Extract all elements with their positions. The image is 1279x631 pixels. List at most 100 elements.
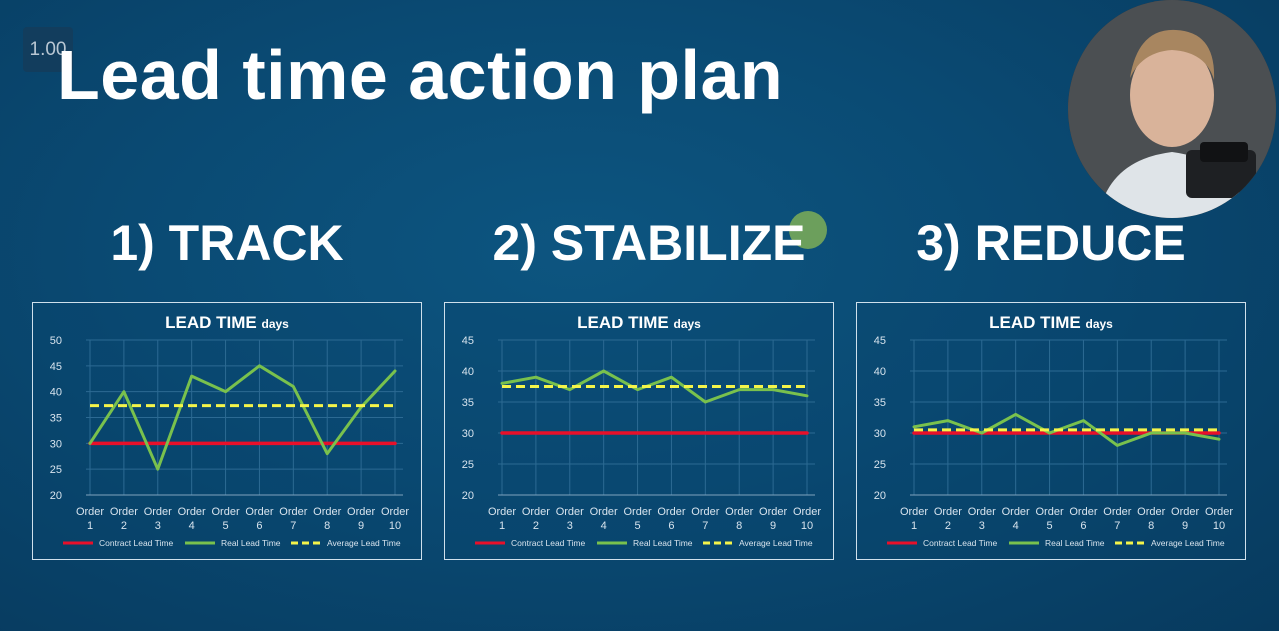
x-tick-label-line: 4	[601, 520, 607, 532]
legend-label: Contract Lead Time	[923, 538, 997, 548]
x-tick-label: Order 8	[725, 506, 753, 532]
x-tick-label: Order 9	[347, 506, 375, 532]
x-tick-label-line: 3	[155, 520, 161, 532]
x-tick-label-line: 8	[736, 520, 742, 532]
x-tick-label: Order 4	[590, 506, 618, 532]
chart-panel-stabilize: LEAD TIME days 20 25 30 35 40 45 Order 1 Order 2 Or…	[444, 302, 834, 560]
x-tick-label: Order 8	[313, 506, 341, 532]
x-tick-label-line: 7	[290, 520, 296, 532]
x-tick-label-line: 5	[1046, 520, 1052, 532]
y-tick-label: 45	[874, 335, 886, 347]
x-tick-label-line: 10	[389, 520, 401, 532]
x-tick-label-line: Order	[279, 506, 307, 518]
playback-speed-badge[interactable]: 1.00	[23, 27, 73, 72]
x-tick-label-line: 10	[801, 520, 813, 532]
x-tick-label-line: 1	[499, 520, 505, 532]
x-tick-label: Order 3	[556, 506, 584, 532]
y-tick-label: 30	[874, 428, 886, 440]
x-tick-label: Order 5	[623, 506, 651, 532]
x-tick-label-line: Order	[1035, 506, 1063, 518]
x-tick-label-line: 10	[1213, 520, 1225, 532]
x-tick-label: Order 9	[1171, 506, 1199, 532]
x-tick-label: Order 9	[759, 506, 787, 532]
y-tick-label: 20	[462, 490, 474, 502]
step-track-heading: 1) TRACK	[110, 215, 344, 271]
y-tick-label: 25	[874, 459, 886, 471]
x-tick-label-line: Order	[556, 506, 584, 518]
step-reduce-heading: 3) REDUCE	[916, 215, 1186, 271]
x-tick-label-line: Order	[1137, 506, 1165, 518]
y-tick-label: 35	[50, 413, 62, 425]
y-tick-label: 50	[50, 335, 62, 347]
x-tick-label: Order 5	[1035, 506, 1063, 532]
legend-label: Average Lead Time	[1151, 538, 1225, 548]
x-tick-label: Order 7	[1103, 506, 1131, 532]
y-tick-label: 40	[50, 387, 62, 399]
x-tick-label: Order 4	[1002, 506, 1030, 532]
legend-label: Contract Lead Time	[99, 538, 173, 548]
legend-label: Real Lead Time	[1045, 538, 1105, 548]
x-tick-label-line: Order	[590, 506, 618, 518]
slide-title: Lead time action plan	[57, 36, 784, 114]
x-tick-label: Order 10	[381, 506, 409, 532]
x-tick-label-line: 2	[945, 520, 951, 532]
x-tick-label-line: Order	[522, 506, 550, 518]
x-tick-label: Order 7	[279, 506, 307, 532]
x-tick-label-line: 2	[533, 520, 539, 532]
x-tick-label: Order 10	[1205, 506, 1233, 532]
x-tick-label-line: Order	[623, 506, 651, 518]
y-tick-label: 35	[874, 397, 886, 409]
x-tick-label-line: Order	[347, 506, 375, 518]
chart-title-text: LEAD TIME	[989, 313, 1085, 332]
chart-title-text: LEAD TIME	[165, 313, 261, 332]
x-tick-label: Order 4	[178, 506, 206, 532]
y-tick-label: 25	[50, 464, 62, 476]
x-tick-label-line: Order	[900, 506, 928, 518]
y-tick-label: 40	[874, 366, 886, 378]
x-tick-label-line: Order	[144, 506, 172, 518]
y-tick-label: 45	[462, 335, 474, 347]
x-tick-label-line: Order	[968, 506, 996, 518]
x-tick-label: Order 2	[522, 506, 550, 532]
y-tick-label: 45	[50, 361, 62, 373]
chart-title: LEAD TIME days	[989, 313, 1113, 332]
y-tick-label: 30	[50, 438, 62, 450]
x-tick-label-line: 6	[1080, 520, 1086, 532]
x-tick-label-line: 9	[770, 520, 776, 532]
presenter-video-image	[1068, 0, 1276, 218]
x-tick-label: Order 1	[76, 506, 104, 532]
y-tick-label: 20	[50, 490, 62, 502]
x-tick-label: Order 3	[968, 506, 996, 532]
x-tick-label-line: 9	[1182, 520, 1188, 532]
x-tick-label-line: 4	[1013, 520, 1019, 532]
chart-title: LEAD TIME days	[165, 313, 289, 332]
x-tick-label-line: Order	[178, 506, 206, 518]
legend-label: Real Lead Time	[221, 538, 281, 548]
x-tick-label: Order 6	[245, 506, 273, 532]
x-tick-label: Order 1	[900, 506, 928, 532]
x-tick-label-line: Order	[1069, 506, 1097, 518]
chart-title-unit: days	[261, 317, 289, 331]
legend-label: Average Lead Time	[739, 538, 813, 548]
x-tick-label-line: 1	[87, 520, 93, 532]
chart-title-unit: days	[673, 317, 701, 331]
x-tick-label: Order 5	[211, 506, 239, 532]
x-tick-label: Order 7	[691, 506, 719, 532]
x-tick-label: Order 3	[144, 506, 172, 532]
chart-title-unit: days	[1085, 317, 1113, 331]
presenter-webcam	[1068, 0, 1276, 218]
x-tick-label-line: Order	[691, 506, 719, 518]
x-tick-label: Order 10	[793, 506, 821, 532]
chart-title: LEAD TIME days	[577, 313, 701, 332]
x-tick-label-line: 3	[979, 520, 985, 532]
x-tick-label-line: Order	[725, 506, 753, 518]
series-line-real	[912, 412, 1221, 447]
chart-title-text: LEAD TIME	[577, 313, 673, 332]
step-stabilize-heading: 2) STABILIZE	[492, 215, 806, 271]
chart-panel-reduce: LEAD TIME days 20 25 30 35 40 45 Order 1 Order 2 Or…	[856, 302, 1246, 560]
x-tick-label-line: Order	[1002, 506, 1030, 518]
legend-label: Contract Lead Time	[511, 538, 585, 548]
x-tick-label-line: Order	[76, 506, 104, 518]
x-tick-label-line: Order	[793, 506, 821, 518]
